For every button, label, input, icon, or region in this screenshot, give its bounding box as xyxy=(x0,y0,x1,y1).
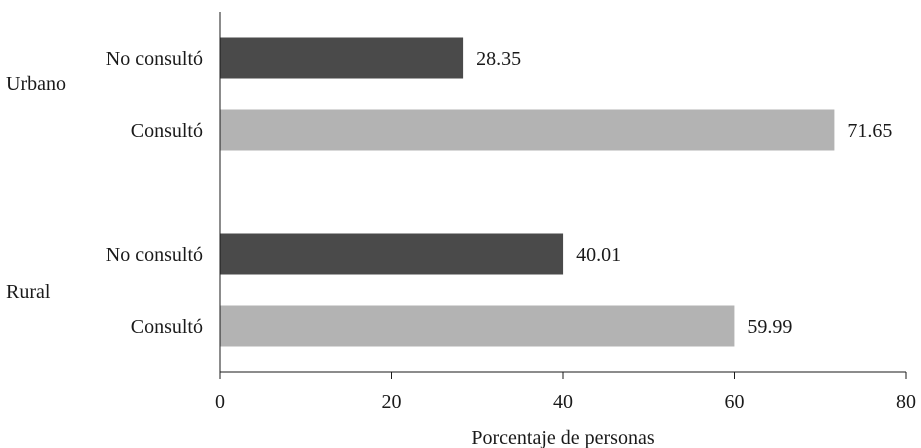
value-label: 71.65 xyxy=(847,120,892,142)
bar-rural-consult- xyxy=(220,305,735,347)
x-tick-label: 20 xyxy=(382,391,402,413)
x-tick-label: 80 xyxy=(896,391,916,413)
x-tick-label: 0 xyxy=(215,391,225,413)
bar-rural-no-consult- xyxy=(220,233,564,275)
bars-layer xyxy=(220,37,835,347)
x-tick-label: 40 xyxy=(553,391,573,413)
value-label: 40.01 xyxy=(576,244,621,266)
group-label-rural: Rural xyxy=(6,281,51,303)
x-tick-label: 60 xyxy=(725,391,745,413)
category-label: No consultó xyxy=(106,48,203,70)
category-label: No consultó xyxy=(106,244,203,266)
bar-urbano-consult- xyxy=(220,109,835,151)
x-axis-title: Porcentaje de personas xyxy=(471,427,654,448)
labels-layer: Urbano No consultó 28.35 Consultó 71.65 Rural… xyxy=(6,48,892,338)
category-label: Consultó xyxy=(131,316,203,338)
x-axis: 0 20 40 60 80 xyxy=(215,12,916,413)
value-label: 59.99 xyxy=(747,316,792,338)
bar-urbano-no-consult- xyxy=(220,37,464,79)
category-label: Consultó xyxy=(131,120,203,142)
value-label: 28.35 xyxy=(476,48,521,70)
group-label-urbano: Urbano xyxy=(6,73,66,95)
